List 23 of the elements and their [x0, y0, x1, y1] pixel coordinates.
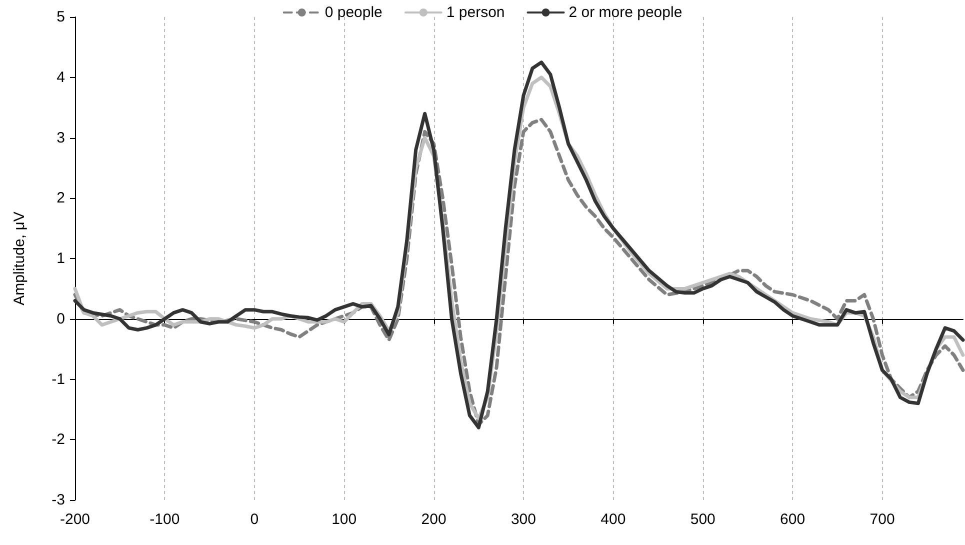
legend-label: 0 people	[324, 4, 382, 21]
legend-label: 1 person	[446, 4, 505, 21]
y-tick-label: -1	[52, 370, 65, 388]
x-tick-label: 600	[780, 511, 806, 528]
y-tick-label: 2	[56, 190, 65, 207]
x-tick-label: 500	[690, 511, 716, 528]
x-tick-label: -200	[60, 511, 90, 528]
y-tick-label: -2	[52, 431, 65, 448]
x-tick-label: 300	[510, 511, 536, 528]
y-tick-label: -3	[52, 492, 65, 508]
legend-label: 2 or more people	[568, 4, 682, 21]
x-tick-label: 400	[600, 511, 626, 528]
x-tick-label: 200	[421, 511, 446, 528]
y-tick-label: 0	[56, 310, 65, 328]
x-tick-label: 700	[870, 511, 895, 528]
y-tick-label: 5	[56, 8, 65, 26]
x-tick-label: 0	[250, 511, 259, 528]
y-tick-label: 1	[56, 250, 65, 267]
y-axis-title: Amplitude, μV	[11, 212, 28, 306]
x-tick-label: 100	[332, 511, 357, 528]
y-tick-label: 3	[56, 129, 65, 146]
y-tick-label: 4	[56, 68, 65, 86]
x-tick-label: -100	[150, 511, 180, 528]
